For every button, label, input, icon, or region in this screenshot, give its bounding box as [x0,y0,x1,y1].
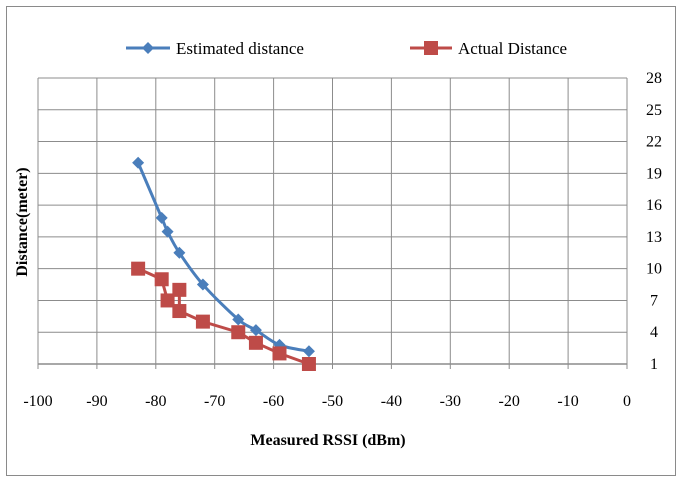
y-tick-label: 28 [646,70,662,87]
x-tick-label: -30 [440,393,461,410]
data-point-square [248,335,263,350]
x-tick-label: -40 [381,393,402,410]
grid [37,77,628,369]
series-line [137,267,310,366]
data-point-diamond [173,246,186,259]
data-point-square [154,272,169,287]
x-axis-title: Measured RSSI (dBm) [250,432,405,449]
data-point-square [172,282,187,297]
y-tick-label: 1 [650,356,658,373]
data-point-diamond [232,313,245,326]
data-point-square [195,314,210,329]
x-tick-label: 0 [623,393,631,410]
y-tick-label: 13 [646,229,662,246]
data-point-square [272,346,287,361]
y-tick-label: 7 [650,292,658,309]
y-tick-label: 16 [646,197,662,214]
data-point-square [131,261,146,276]
x-tick-label: -60 [263,393,284,410]
series-actual-distance [131,261,316,371]
legend: Estimated distance Actual Distance [126,39,567,58]
legend-estimated-diamond-icon [142,42,154,54]
data-point-diamond [302,345,315,358]
series-line [136,162,310,353]
x-tick-label: -10 [557,393,578,410]
chart-frame [6,6,676,476]
data-point-square [172,304,187,319]
data-point-square [231,325,246,340]
data-point-square [160,293,175,308]
y-tick-label: 19 [646,165,662,182]
x-tick-label: -50 [322,393,343,410]
data-point-diamond [249,324,262,337]
legend-actual-square-icon [424,41,438,55]
x-tick-label: -20 [499,393,520,410]
y-tick-label: 22 [646,134,662,151]
x-tick-label: -70 [204,393,225,410]
x-tick-label: -100 [23,393,52,410]
data-point-diamond [155,211,168,224]
data-point-diamond [196,278,209,291]
y-tick-label: 25 [646,102,662,119]
x-tick-label: -80 [145,393,166,410]
series-layer [131,156,316,371]
legend-actual-label: Actual Distance [458,39,567,58]
data-point-square [301,357,316,371]
y-tick-label: 10 [646,261,662,278]
x-tick-labels: -100 -90 -80 -70 -60 -50 -40 -30 -20 -10 0 [23,393,631,410]
y-axis-title: Distance(meter) [14,167,31,276]
y-tick-labels: 28 25 22 19 16 13 10 7 4 1 [646,70,662,373]
series-estimated-distance [132,156,315,358]
legend-estimated-label: Estimated distance [176,39,304,58]
x-tick-label: -90 [86,393,107,410]
data-point-diamond [161,225,174,238]
data-point-diamond [132,156,145,169]
y-tick-label: 4 [650,324,658,341]
